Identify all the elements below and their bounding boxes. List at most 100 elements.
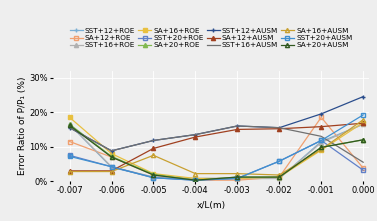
SA+16+AUSM (67, 170, 72, 173)
SST+20+ROE (277, 160, 282, 162)
SA+16+ROE (235, 177, 240, 180)
SA+12+ROE (151, 174, 156, 176)
SA+12+AUSM (193, 136, 198, 138)
SA+20+AUSM (109, 156, 114, 158)
SST+16+ROE (109, 165, 114, 168)
SST+16+AUSM (193, 133, 198, 136)
SST+20+AUSM (193, 179, 198, 181)
SST+12+AUSM (67, 126, 72, 129)
SA+20+ROE (67, 123, 72, 126)
SA+12+AUSM (319, 125, 323, 128)
SST+12+AUSM (361, 95, 365, 98)
Legend: SST+12+ROE, SA+12+ROE, SST+16+ROE, SA+16+ROE, SST+20+ROE, SA+20+ROE, SST+12+AUSM: SST+12+ROE, SA+12+ROE, SST+16+ROE, SA+16… (70, 28, 352, 48)
SST+16+ROE (67, 123, 72, 126)
SST+16+AUSM (67, 126, 72, 129)
SA+12+ROE (361, 167, 365, 170)
SST+12+AUSM (109, 149, 114, 152)
Line: SA+16+AUSM: SA+16+AUSM (67, 118, 365, 177)
SA+12+ROE (67, 140, 72, 143)
SST+20+ROE (151, 176, 156, 179)
SST+16+AUSM (319, 135, 323, 138)
SST+12+ROE (193, 177, 198, 180)
SST+20+AUSM (235, 177, 240, 180)
SST+16+ROE (277, 177, 282, 180)
SST+12+AUSM (277, 126, 282, 129)
SA+20+ROE (361, 138, 365, 141)
SA+16+AUSM (193, 172, 198, 175)
SST+12+ROE (67, 123, 72, 126)
SA+16+AUSM (277, 174, 282, 176)
Line: SST+12+ROE: SST+12+ROE (67, 122, 365, 181)
SA+20+AUSM (151, 174, 156, 176)
SST+16+AUSM (361, 161, 365, 164)
Line: SA+12+AUSM: SA+12+AUSM (67, 121, 365, 173)
SA+20+ROE (319, 146, 323, 149)
SST+16+AUSM (277, 126, 282, 129)
SST+12+AUSM (319, 112, 323, 115)
SST+16+AUSM (151, 139, 156, 142)
SST+20+AUSM (361, 114, 365, 116)
SA+12+AUSM (235, 128, 240, 131)
SST+16+ROE (235, 177, 240, 180)
SA+12+ROE (319, 116, 323, 119)
SA+16+ROE (361, 121, 365, 124)
SST+12+ROE (109, 166, 114, 169)
SST+12+ROE (235, 177, 240, 180)
SST+16+AUSM (109, 149, 114, 152)
SA+12+AUSM (277, 127, 282, 130)
SA+12+ROE (235, 179, 240, 181)
Line: SST+20+AUSM: SST+20+AUSM (67, 113, 365, 182)
SST+20+ROE (361, 169, 365, 171)
SA+12+AUSM (361, 122, 365, 124)
SA+12+ROE (277, 176, 282, 178)
SA+20+AUSM (361, 138, 365, 141)
SST+20+AUSM (277, 160, 282, 162)
SA+20+ROE (235, 176, 240, 178)
SA+12+AUSM (109, 170, 114, 172)
SA+20+ROE (151, 173, 156, 176)
SA+20+AUSM (235, 176, 240, 178)
SST+12+AUSM (193, 133, 198, 136)
Line: SA+16+ROE: SA+16+ROE (67, 115, 365, 181)
SST+12+AUSM (235, 125, 240, 127)
SA+16+AUSM (109, 170, 114, 173)
SA+20+AUSM (67, 124, 72, 127)
SA+12+ROE (193, 179, 198, 181)
SA+16+ROE (193, 177, 198, 180)
SST+20+AUSM (151, 176, 156, 179)
SA+16+AUSM (319, 148, 323, 151)
Y-axis label: Error Ratio of P/P₁ (%): Error Ratio of P/P₁ (%) (17, 77, 26, 175)
SA+12+ROE (109, 156, 114, 158)
SA+12+AUSM (151, 147, 156, 150)
SST+20+ROE (193, 179, 198, 181)
Line: SA+12+ROE: SA+12+ROE (67, 115, 365, 182)
Line: SST+16+ROE: SST+16+ROE (67, 122, 365, 181)
SA+16+ROE (109, 152, 114, 155)
SST+20+AUSM (109, 165, 114, 168)
SST+12+AUSM (151, 139, 156, 142)
SST+16+ROE (151, 176, 156, 178)
SST+20+AUSM (67, 155, 72, 158)
Line: SST+12+AUSM: SST+12+AUSM (67, 95, 365, 153)
SA+20+AUSM (319, 146, 323, 149)
SA+20+AUSM (277, 176, 282, 178)
SST+20+AUSM (319, 139, 323, 142)
SA+16+ROE (151, 172, 156, 175)
SST+16+ROE (193, 177, 198, 180)
Line: SST+16+AUSM: SST+16+AUSM (70, 126, 363, 162)
SA+16+ROE (67, 116, 72, 119)
SST+12+ROE (151, 176, 156, 178)
SST+12+ROE (319, 140, 323, 143)
Line: SA+20+AUSM: SA+20+AUSM (67, 123, 365, 182)
SST+16+AUSM (235, 125, 240, 127)
X-axis label: x/L(m): x/L(m) (196, 201, 226, 210)
SST+16+ROE (319, 141, 323, 144)
Line: SA+20+ROE: SA+20+ROE (67, 122, 365, 182)
SA+16+ROE (319, 149, 323, 151)
SST+20+ROE (67, 154, 72, 157)
SST+20+ROE (235, 177, 240, 180)
SST+12+ROE (361, 123, 365, 126)
SST+16+ROE (361, 123, 365, 126)
SA+12+AUSM (67, 170, 72, 172)
SA+16+ROE (277, 176, 282, 178)
